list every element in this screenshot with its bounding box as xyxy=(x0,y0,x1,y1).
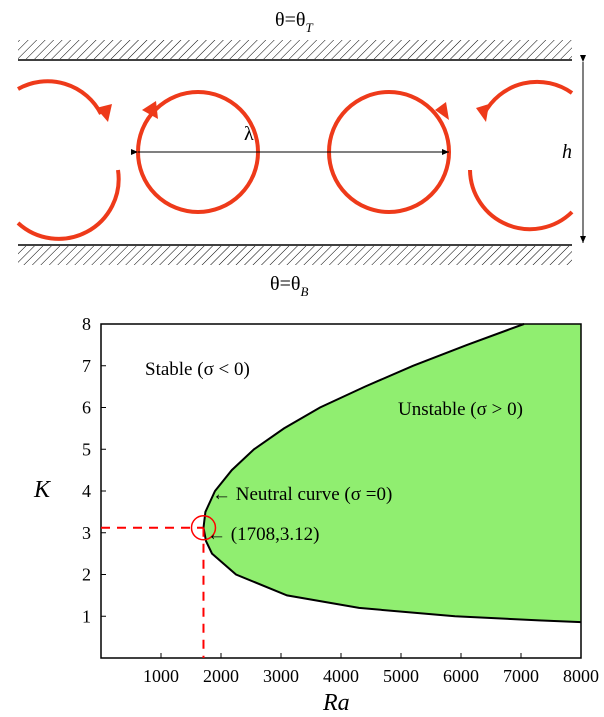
roll-2-arrow-icon xyxy=(142,101,158,119)
top-wall-hatch xyxy=(18,40,572,59)
x-tick-label: 3000 xyxy=(263,666,299,686)
x-tick-label: 1000 xyxy=(143,666,179,686)
wavelength-label: λ xyxy=(244,123,254,145)
roll-3-arrow-icon xyxy=(435,102,449,120)
y-tick-label: 2 xyxy=(82,565,91,585)
stable-label: Stable (σ < 0) xyxy=(145,359,250,380)
x-tick-label: 5000 xyxy=(383,666,419,686)
unstable-region xyxy=(203,324,581,623)
convection-roll-4 xyxy=(468,79,574,232)
x-tick-label: 6000 xyxy=(443,666,479,686)
x-axis-label: Ra xyxy=(322,690,350,716)
roll-4-arrow-icon xyxy=(476,104,489,122)
y-tick-label: 8 xyxy=(82,314,91,334)
stability-chart: 1000 2000 3000 4000 5000 6000 7000 8000 1 2 3 4 5 6 7 8… xyxy=(33,314,599,716)
bottom-boundary-label: θ=θB xyxy=(270,273,308,299)
x-tick-label: 7000 xyxy=(503,666,539,686)
neutral-curve-label: ← Neutral curve (σ =0) xyxy=(212,484,392,505)
x-tick-label: 2000 xyxy=(203,666,239,686)
neutral-curve xyxy=(202,323,582,624)
unstable-label: Unstable (σ > 0) xyxy=(398,399,523,420)
roll-1-arrow-icon xyxy=(96,104,112,122)
y-tick-label: 4 xyxy=(82,481,91,501)
bottom-wall-hatch xyxy=(18,246,572,265)
y-tick-label: 6 xyxy=(82,398,91,418)
critical-point-label: ← (1708,3.12) xyxy=(207,524,319,545)
y-tick-label: 1 xyxy=(82,606,91,626)
convection-roll-1 xyxy=(16,79,121,241)
height-label: h xyxy=(562,141,572,163)
axis-ticks: 1000 2000 3000 4000 5000 6000 7000 8000 1 2 3 4 5 6 7 8 xyxy=(82,314,599,686)
y-axis-label: K xyxy=(33,477,52,503)
y-tick-label: 7 xyxy=(82,356,91,376)
y-tick-label: 3 xyxy=(82,523,91,543)
convection-diagram: θ=θT θ=θB λ h xyxy=(16,9,586,299)
y-tick-label: 5 xyxy=(82,439,91,459)
x-tick-label: 8000 xyxy=(563,666,599,686)
x-tick-label: 4000 xyxy=(323,666,359,686)
top-boundary-label: θ=θT xyxy=(275,9,313,35)
critical-point-marker xyxy=(190,514,217,541)
